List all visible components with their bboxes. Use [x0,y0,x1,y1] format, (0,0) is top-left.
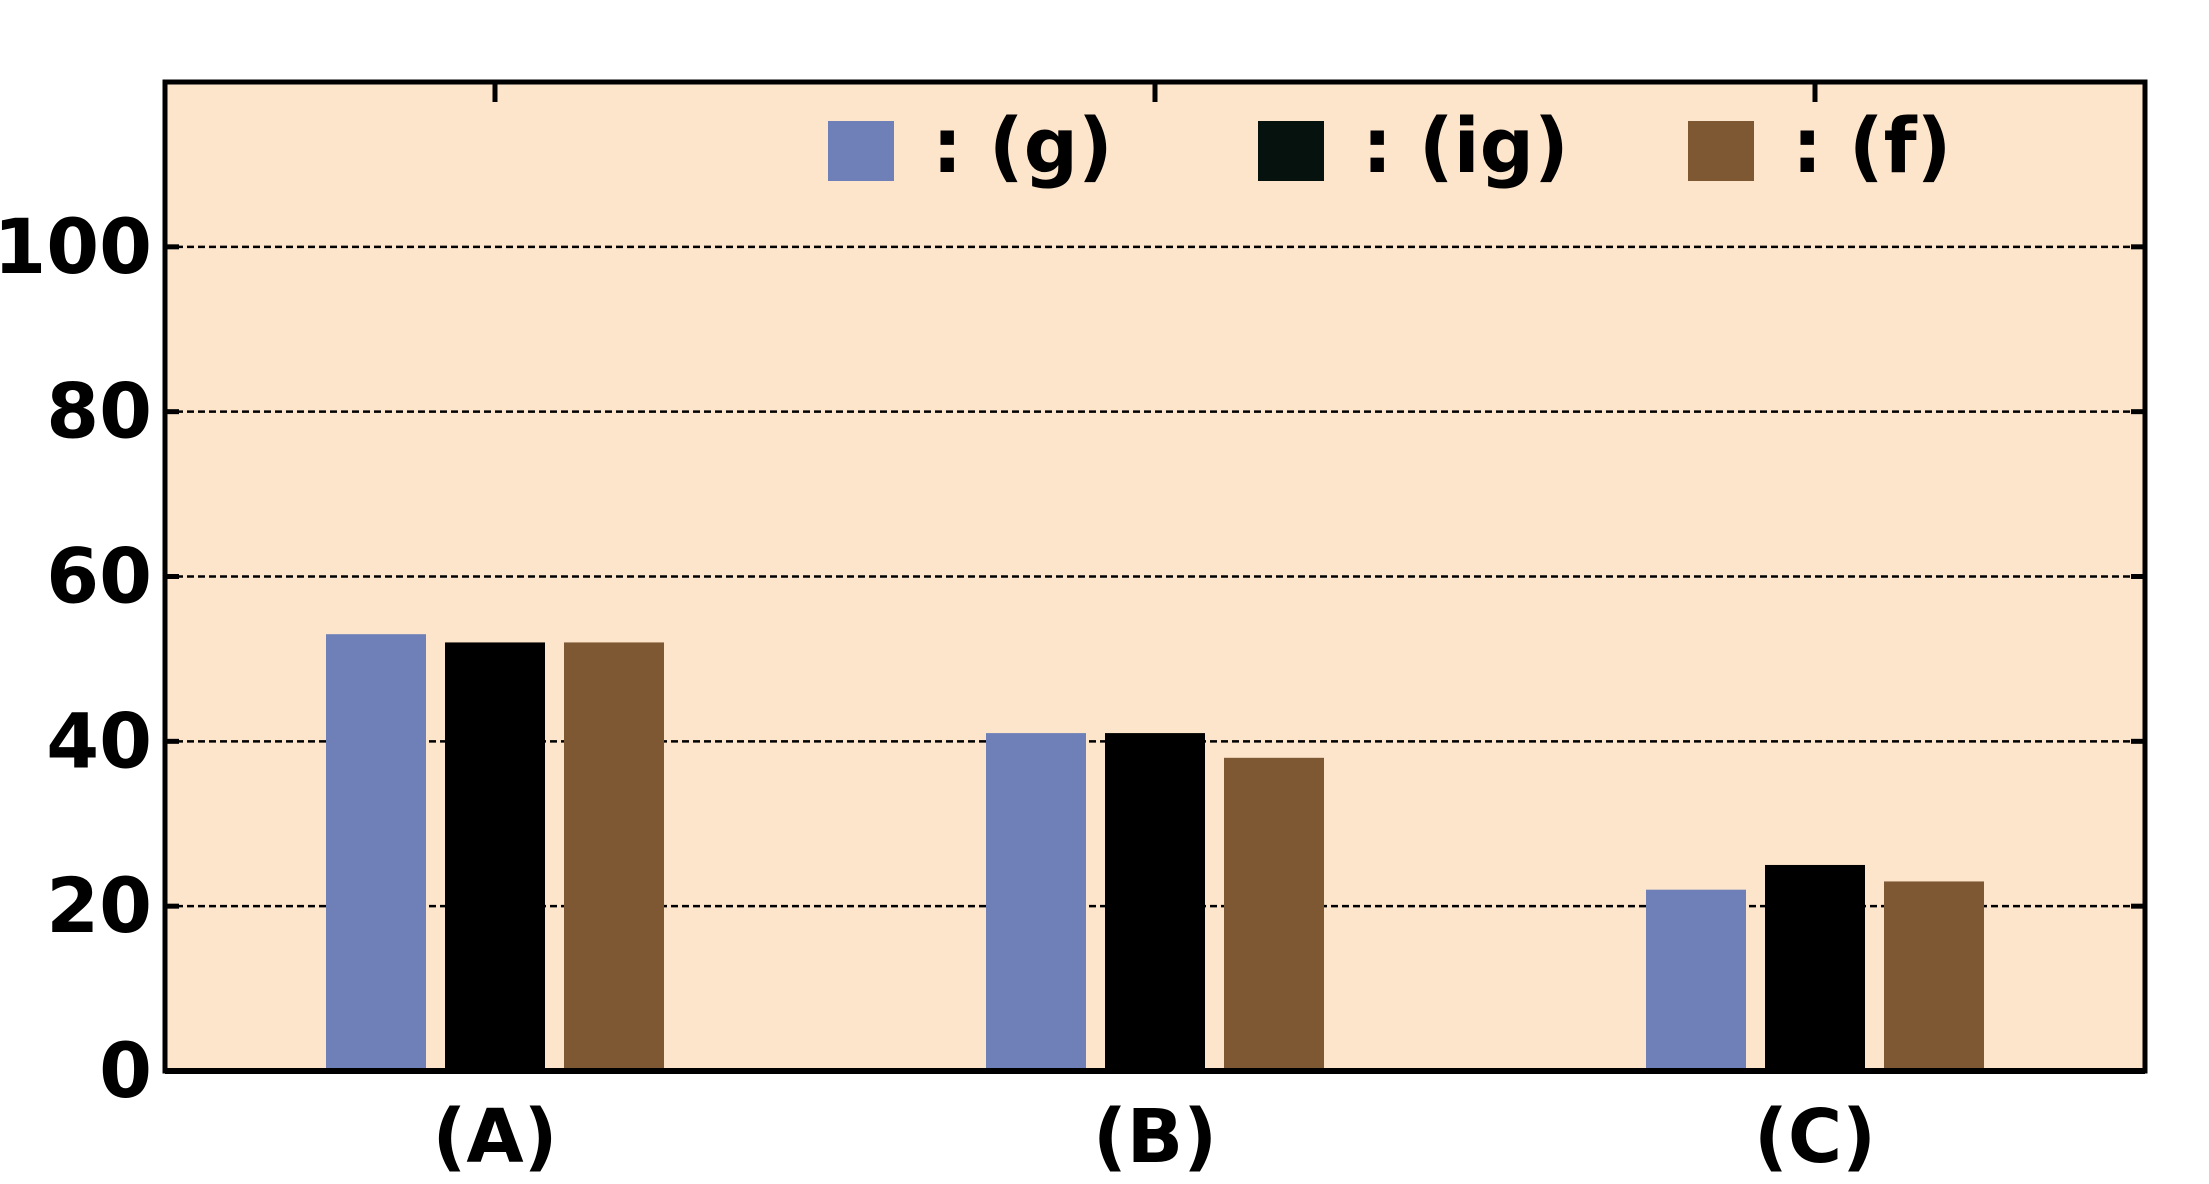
bar-b-series-1 [986,733,1086,1071]
legend-label-2: : (ig) [1362,101,1569,190]
y-tick-label-0: 0 [99,1026,152,1115]
legend-label-1: : (g) [932,101,1113,190]
legend-swatch-1 [828,121,894,181]
bar-a-series-3 [564,642,664,1071]
legend-label-3: : (f) [1792,101,1951,190]
bar-b-series-2 [1105,733,1205,1071]
bar-c-series-2 [1765,864,1865,1071]
y-tick-label-40: 40 [46,696,152,785]
legend-swatch-3 [1688,121,1754,181]
y-tick-labels: 0 20 40 60 80 100 [0,202,152,1115]
x-category-label-0: (A) [433,1094,558,1180]
legend: : (g) : (ig) : (f) [828,101,1951,190]
bar-a-series-1 [326,634,426,1071]
x-category-label-1: (B) [1093,1094,1217,1180]
legend-swatch-2 [1258,121,1324,181]
bar-b-series-3 [1224,757,1324,1071]
bar-a-series-2 [445,642,545,1071]
y-tick-label-80: 80 [46,367,152,456]
x-category-labels: (A) (B) (C) [433,1094,1876,1180]
y-tick-label-20: 20 [46,861,152,950]
bar-c-series-3 [1884,881,1984,1071]
bar-c-series-1 [1646,889,1746,1071]
y-tick-label-60: 60 [46,532,152,621]
x-category-label-2: (C) [1754,1094,1876,1180]
y-tick-label-100: 100 [0,202,152,291]
bars [326,634,1984,1071]
